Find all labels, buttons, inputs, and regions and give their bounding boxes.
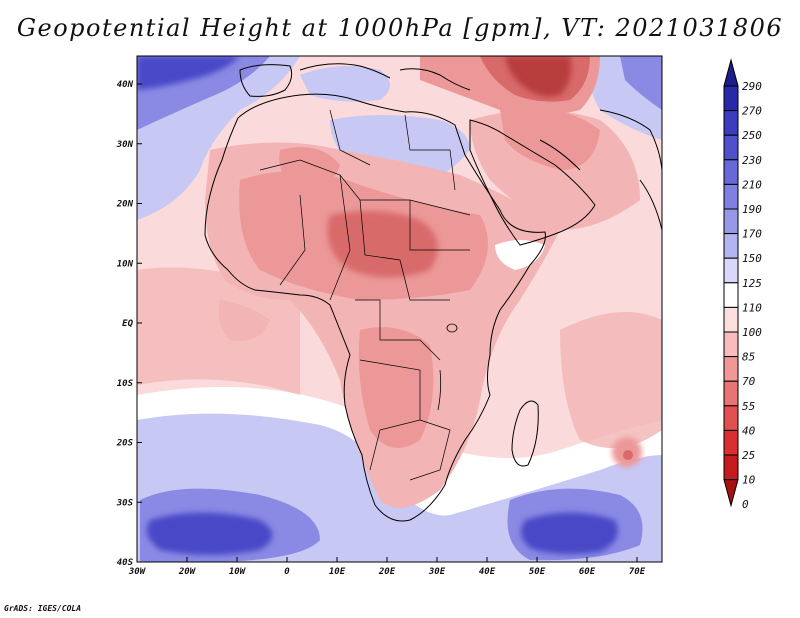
colorbar-swatch xyxy=(723,454,739,481)
colorbar-label: 210 xyxy=(742,178,762,191)
lon-label: 30W xyxy=(128,567,147,577)
colorbar-label: 250 xyxy=(742,129,762,142)
lat-label: 10N xyxy=(117,259,134,269)
colorbar-swatch xyxy=(723,134,739,161)
colorbar-swatch xyxy=(723,306,739,333)
lon-label: 10W xyxy=(229,567,247,577)
colorbar-swatch xyxy=(723,183,739,210)
colorbar-label: 270 xyxy=(742,105,762,118)
lat-label: 30S xyxy=(116,498,134,508)
lat-label: EQ xyxy=(122,319,133,329)
lon-label: 70E xyxy=(629,567,646,577)
coastlines xyxy=(204,63,662,522)
lon-label: 40E xyxy=(479,567,496,577)
lat-label: 40N xyxy=(117,80,134,90)
lon-label: 30E xyxy=(428,567,446,577)
lat-label: 20S xyxy=(116,439,134,449)
colorbar-label: 25 xyxy=(742,449,755,462)
colorbar-swatch xyxy=(723,110,739,136)
colorbar-swatch xyxy=(723,331,739,358)
lat-label: 40S xyxy=(117,558,134,568)
colorbar-label: 85 xyxy=(742,351,755,364)
lon-label: 0 xyxy=(284,567,290,577)
colorbar-swatch xyxy=(723,380,739,407)
colorbar-swatch xyxy=(723,159,739,185)
lon-label: 60E xyxy=(579,567,596,577)
lon-label: 20W xyxy=(178,567,197,577)
colorbar-swatch xyxy=(723,208,739,235)
map-title: Geopotential Height at 1000hPa [gpm], VT… xyxy=(16,14,784,42)
colorbar-label: 125 xyxy=(742,277,762,290)
plot-frame xyxy=(136,55,663,563)
colorbar-arrow-top xyxy=(723,58,739,87)
colorbar-swatch xyxy=(723,233,739,259)
latitude-axis: 40N 30N 20N 10N EQ 10S 20S 30S 40S xyxy=(116,80,142,568)
colorbar-label: 230 xyxy=(742,154,762,167)
lon-label: 10E xyxy=(329,567,346,577)
colorbar-label: 150 xyxy=(742,252,762,265)
lon-label: 20E xyxy=(378,567,396,577)
colorbar-label: 55 xyxy=(742,400,755,413)
colorbar-swatch xyxy=(723,282,739,308)
colorbar-swatch xyxy=(723,356,739,382)
colorbar-label: 100 xyxy=(742,326,762,339)
lon-label: 50E xyxy=(529,567,546,577)
colorbar-arrow-bottom xyxy=(723,479,739,508)
colorbar-label: 190 xyxy=(742,203,762,216)
colorbar: 2902702502302101901701501251101008570554… xyxy=(723,58,762,511)
colorbar-label: 290 xyxy=(742,80,762,93)
colorbar-swatch xyxy=(723,429,739,456)
colorbar-swatch xyxy=(723,405,739,431)
colorbar-swatch xyxy=(723,85,739,112)
colorbar-label: 10 xyxy=(742,474,756,487)
colorbar-label: 40 xyxy=(742,424,756,437)
colorbar-label: 0 xyxy=(742,498,749,511)
colorbar-swatch xyxy=(723,257,739,284)
colorbar-label: 70 xyxy=(742,375,756,388)
longitude-axis: 30W 20W 10W 0 10E 20E 30E 40E 50E 60E 70E xyxy=(128,557,646,577)
lat-label: 20N xyxy=(116,200,134,210)
lat-label: 30N xyxy=(116,140,134,150)
colorbar-label: 110 xyxy=(742,301,762,314)
colorbar-label: 170 xyxy=(742,228,762,241)
lat-label: 10S xyxy=(117,379,134,389)
shaded-field xyxy=(137,56,662,562)
grads-credit: GrADS: IGES/COLA xyxy=(4,604,82,613)
